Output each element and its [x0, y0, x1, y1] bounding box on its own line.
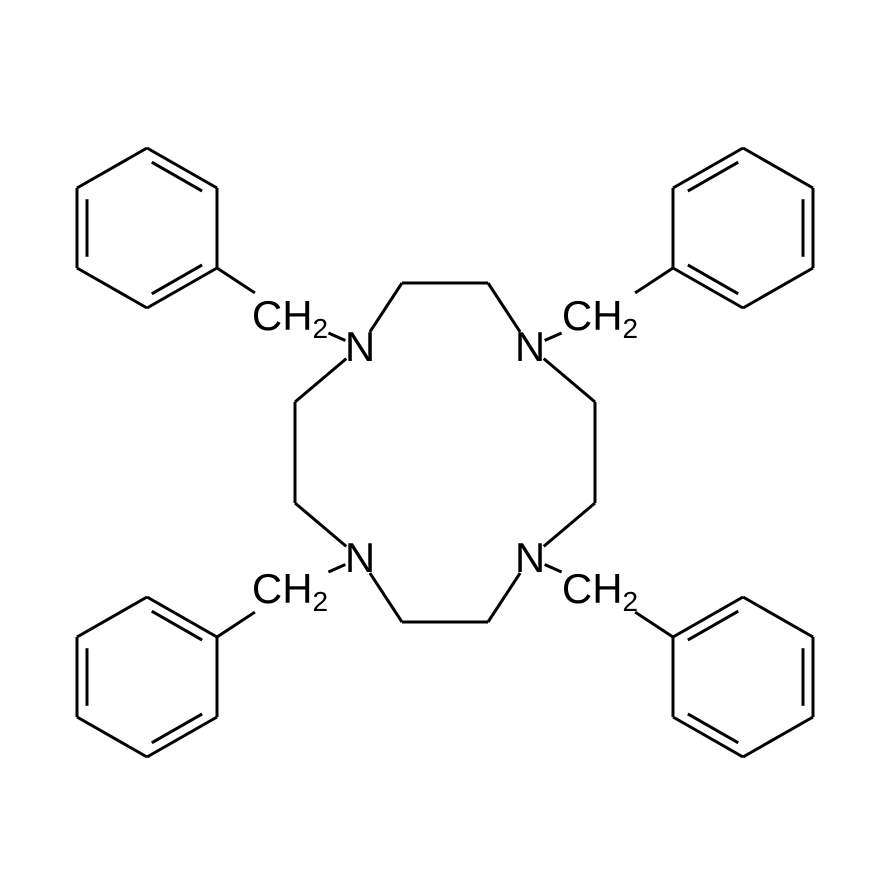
bond-line	[147, 268, 217, 308]
chemical-structure-diagram: N N N N CH2 CH2 CH2 CH2	[0, 0, 890, 890]
bond-line	[545, 564, 562, 572]
bond-line	[328, 564, 345, 572]
nitrogen-atom-label: N	[345, 534, 375, 581]
bond-line	[743, 268, 813, 308]
bond-line	[77, 148, 147, 188]
bond-line	[673, 268, 743, 308]
bond-line	[544, 359, 595, 402]
bond-line	[673, 717, 743, 757]
nitrogen-atom-label: N	[345, 323, 375, 370]
ch2-label: CH2	[562, 565, 638, 617]
nitrogen-atom-label: N	[515, 323, 545, 370]
bond-line	[743, 717, 813, 757]
bond-line	[635, 268, 673, 293]
bond-line	[77, 717, 147, 757]
ch2-label: CH2	[562, 292, 638, 344]
bond-line	[544, 503, 595, 546]
bond-line	[673, 597, 743, 637]
bond-line	[743, 597, 813, 637]
bond-line	[545, 333, 562, 341]
ch2-label: CH2	[252, 565, 328, 617]
nitrogen-atom-label: N	[515, 534, 545, 581]
bond-line	[328, 333, 345, 341]
bond-line	[147, 597, 217, 637]
bond-line	[77, 597, 147, 637]
bond-line	[295, 359, 346, 402]
bond-line	[217, 268, 255, 293]
bond-line	[673, 148, 743, 188]
bond-line	[147, 717, 217, 757]
bond-line	[217, 612, 255, 637]
bond-line	[147, 148, 217, 188]
ch2-label: CH2	[252, 292, 328, 344]
bond-line	[77, 268, 147, 308]
bond-line	[295, 503, 346, 546]
bond-line	[743, 148, 813, 188]
bond-line	[635, 612, 673, 637]
